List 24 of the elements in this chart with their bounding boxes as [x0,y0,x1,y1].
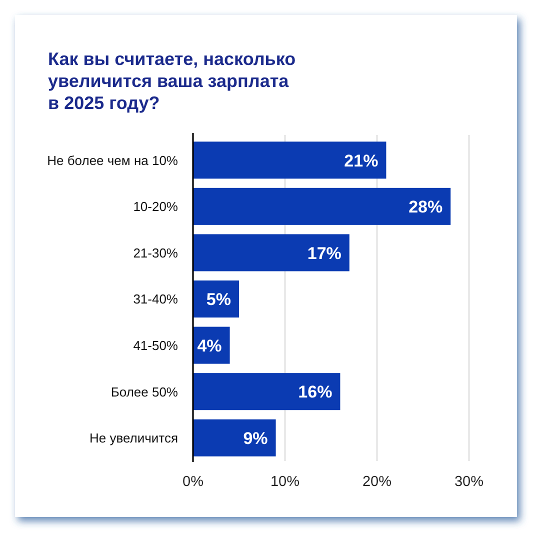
y-tick-label: 21-30% [133,245,178,260]
data-label: 17% [307,244,342,263]
bar [193,234,350,272]
data-label: 16% [298,382,332,402]
bar [193,419,276,456]
bar [193,188,451,225]
data-label: 9% [243,428,268,448]
data-label: 28% [408,198,443,217]
y-tick-label: Не более чем на 10% [47,152,178,168]
data-label: 5% [206,290,231,310]
chart-title: Как вы считаете, насколько увеличится ваша зарплата в 2025 году? [48,49,296,113]
y-tick-label: Более 50% [110,384,178,400]
y-tick-label: 31-40% [133,292,178,307]
y-tick-label: 10-20% [133,199,178,214]
bar [193,142,386,179]
x-tick-label: 10% [270,474,300,490]
x-tick-label: 0% [182,474,204,490]
data-label: 4% [197,336,222,356]
bar [193,373,340,410]
x-tick-label: 20% [362,474,392,490]
y-tick-label: Не увеличится [89,430,178,446]
x-tick-label: 30% [454,474,484,490]
data-label: 21% [344,151,378,170]
y-tick-label: 41-50% [133,338,178,353]
